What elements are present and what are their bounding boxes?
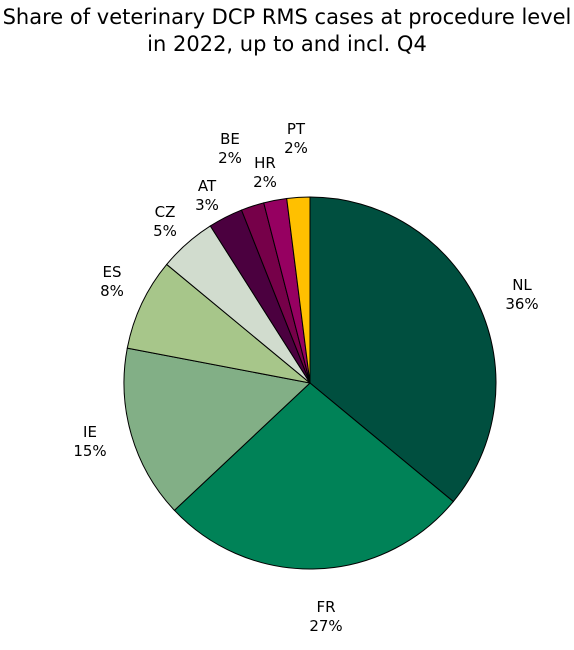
slice-label-es: ES (103, 263, 122, 281)
chart-title: Share of veterinary DCP RMS cases at pro… (0, 4, 574, 58)
slice-value-hr: 2% (253, 173, 277, 191)
slice-value-cz: 5% (153, 222, 177, 240)
slice-value-pt: 2% (284, 139, 308, 157)
pie-slice-es (126, 263, 311, 384)
pie-slice-ie (123, 347, 312, 512)
slice-label-pt: PT (287, 120, 306, 138)
slice-value-es: 8% (100, 282, 124, 300)
chart-title-line-1: Share of veterinary DCP RMS cases at pro… (2, 5, 572, 29)
chart-title-line-2: in 2022, up to and incl. Q4 (147, 32, 427, 56)
pie-slice-pt (286, 196, 311, 384)
slice-value-at: 3% (195, 196, 219, 214)
slice-label-at: AT (198, 177, 217, 195)
pie-slice-fr (173, 382, 455, 570)
pie-slice-nl (309, 196, 497, 503)
slice-label-be: BE (220, 130, 240, 148)
slice-value-fr: 27% (309, 617, 342, 635)
slice-label-nl: NL (512, 276, 532, 294)
slice-value-ie: 15% (73, 442, 106, 460)
slice-label-hr: HR (254, 154, 276, 172)
slice-label-cz: CZ (155, 203, 176, 221)
slice-label-ie: IE (83, 423, 97, 441)
slice-label-fr: FR (316, 598, 335, 616)
slice-value-nl: 36% (505, 295, 538, 313)
slice-value-be: 2% (218, 149, 242, 167)
